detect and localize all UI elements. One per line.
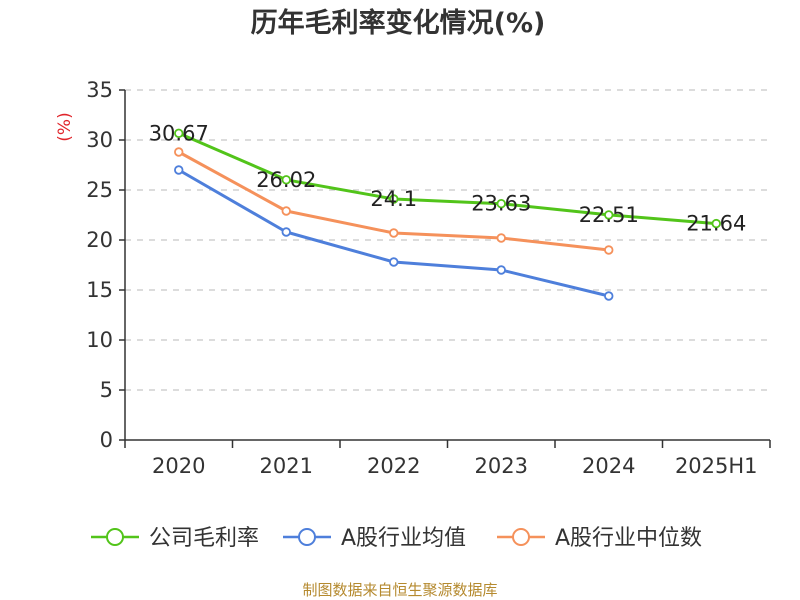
legend: 公司毛利率 A股行业均值 A股行业中位数 [91,526,702,551]
legend-marker [106,528,124,546]
data-label: 26.02 [256,168,316,192]
data-label: 22.51 [579,203,639,227]
source-note: 制图数据来自恒生聚源数据库 [302,581,497,599]
y-tick-label: 5 [100,378,113,402]
y-tick-label: 15 [86,278,113,302]
data-point[interactable] [496,265,506,275]
series-lines [174,128,721,301]
y-tick-label: 20 [86,228,113,252]
data-point[interactable] [174,165,184,175]
x-tick-label: 2023 [475,454,528,478]
data-label: 23.63 [471,192,531,216]
y-tick-label: 30 [86,128,113,152]
data-label: 24.1 [370,187,417,211]
y-axis-unit: (%) [55,112,75,141]
data-label: 21.64 [686,212,746,236]
data-point[interactable] [281,175,291,185]
data-point[interactable] [281,206,291,216]
x-tick-label: 2021 [260,454,313,478]
legend-item-1[interactable]: 公司毛利率 [91,526,259,551]
legend-marker [512,528,530,546]
y-tick-label: 0 [100,428,113,452]
y-tick-label: 35 [86,78,113,102]
series-line-1 [177,131,718,226]
legend-item-3[interactable]: A股行业中位数 [497,526,702,551]
data-point[interactable] [496,198,506,209]
data-point[interactable] [604,210,614,220]
data-point[interactable] [604,291,614,301]
legend-label: 公司毛利率 [149,526,259,551]
data-point[interactable] [604,245,614,255]
data-label: 30.67 [149,121,209,145]
legend-label: A股行业中位数 [555,526,702,551]
x-tick-label: 2025H1 [675,454,758,478]
axes: 0 5 10 15 20 25 30 35 2020 2021 2022 2023 2024 2025H1 [86,78,771,478]
data-point[interactable] [281,227,291,237]
x-tick-label: 2020 [152,454,205,478]
data-point[interactable] [711,218,721,229]
data-point[interactable] [496,233,506,243]
chart-title: 历年毛利率变化情况(%) [251,7,546,39]
y-tick-label: 10 [86,328,113,352]
data-point[interactable] [389,257,399,267]
data-point[interactable] [389,194,399,204]
legend-marker [298,528,316,546]
x-tick-label: 2022 [367,454,420,478]
legend-item-2[interactable]: A股行业均值 [283,526,466,551]
data-labels: 30.67 26.02 24.1 23.63 22.51 21.64 [149,121,747,235]
data-point[interactable] [174,147,184,157]
x-tick-label: 2024 [582,454,635,478]
data-point[interactable] [174,128,184,138]
y-tick-label: 25 [86,178,113,202]
data-point[interactable] [389,228,399,238]
grid-lines [125,89,770,391]
legend-label: A股行业均值 [341,526,466,551]
